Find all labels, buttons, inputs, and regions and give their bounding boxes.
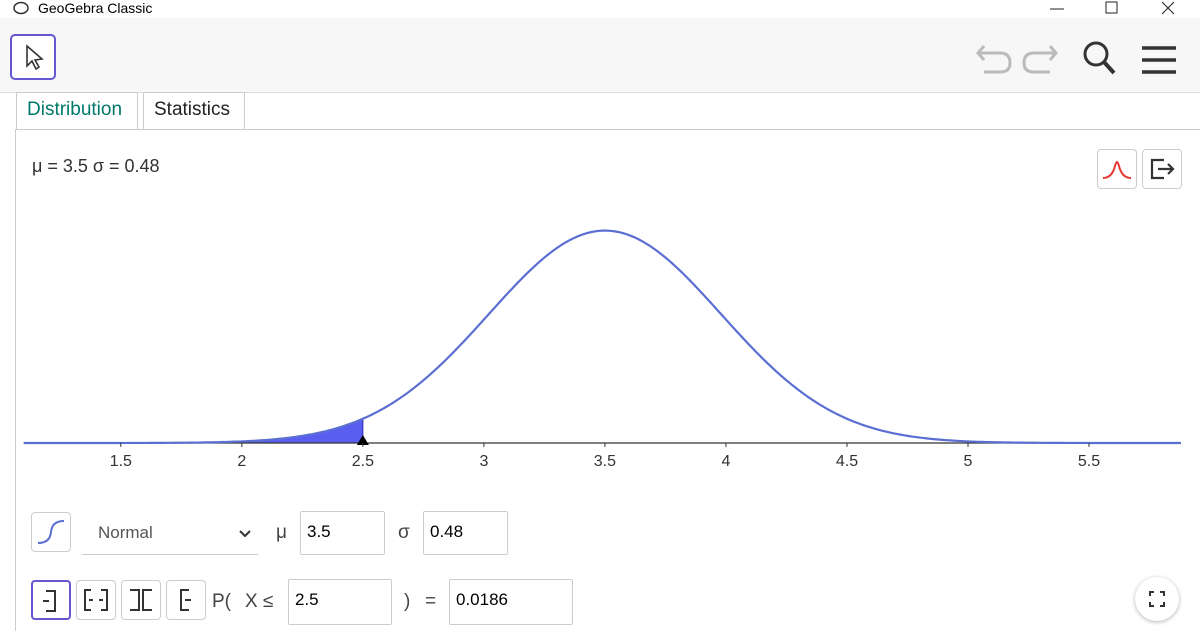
x-tick-label: 5.5 [1078, 453, 1100, 470]
x-tick-label: 3.5 [594, 453, 616, 470]
app-icon [13, 1, 29, 15]
sigma-label: σ [398, 522, 410, 543]
equals-sign: = [425, 591, 437, 612]
mu-label: μ [276, 522, 287, 543]
result-field: 0.0186 [449, 579, 573, 625]
fullscreen-button[interactable] [1135, 577, 1179, 621]
x-tick-label: 2 [237, 453, 246, 470]
bound-input[interactable]: 2.5 [288, 579, 392, 625]
tab[interactable]: Distribution [16, 92, 138, 130]
export-button[interactable] [1142, 149, 1182, 189]
x-tick-label: 4.5 [836, 453, 858, 470]
two-tailed-button[interactable] [121, 580, 161, 620]
tab[interactable]: Statistics [143, 92, 245, 129]
interval-button[interactable] [76, 580, 116, 620]
cumulative-toggle[interactable] [31, 512, 71, 552]
distribution-select[interactable]: Normal [82, 512, 258, 555]
prob-close: ) [404, 591, 411, 612]
distribution-name: Normal [98, 523, 153, 542]
x-tick-label: 1.5 [110, 453, 132, 470]
left-sided-button[interactable] [31, 580, 71, 620]
right-sided-button[interactable] [166, 580, 206, 620]
overlay-normal-button[interactable] [1097, 149, 1137, 189]
distribution-panel [15, 129, 1200, 631]
mu-input[interactable]: 3.5 [300, 511, 385, 555]
sigma-input[interactable]: 0.48 [423, 511, 508, 555]
bound-marker [356, 435, 369, 445]
window-controls[interactable] [1040, 0, 1200, 18]
x-tick-label: 3 [479, 453, 488, 470]
prob-open: P( [212, 591, 231, 612]
move-tool[interactable] [10, 34, 56, 80]
shaded-area [23, 417, 364, 444]
prob-variable: X ≤ [245, 591, 274, 612]
title-bar: GeoGebra Classic [0, 0, 1200, 18]
toolbar-icons[interactable] [970, 36, 1190, 80]
parameter-summary: μ = 3.5 σ = 0.48 [32, 156, 160, 176]
toolbar [0, 18, 1200, 93]
x-tick-label: 5 [964, 453, 973, 470]
window-title: GeoGebra Classic [38, 0, 153, 16]
density-curve [24, 229, 1181, 445]
x-tick-label: 2.5 [352, 453, 374, 470]
x-tick-label: 4 [721, 453, 730, 470]
